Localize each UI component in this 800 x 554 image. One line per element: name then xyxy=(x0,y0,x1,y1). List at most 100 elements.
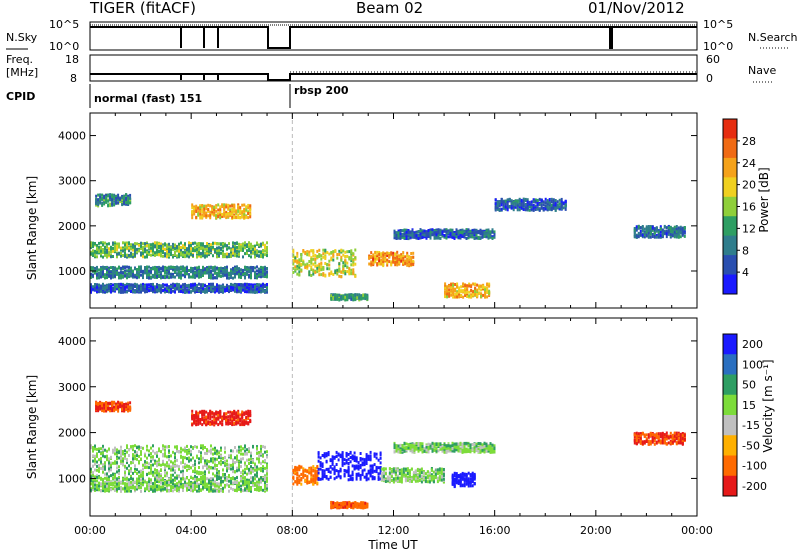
velocity-echo-region xyxy=(191,409,252,427)
velocity-colorbar-tick-label: -15 xyxy=(742,419,760,432)
freq-label-1: Freq. xyxy=(6,53,33,66)
power-echo-region xyxy=(368,250,415,268)
nsky-label: N.Sky xyxy=(6,31,38,44)
power-colorbar-swatch xyxy=(723,138,737,159)
nave-tick-top: 60 xyxy=(706,53,720,66)
velocity-colorbar: 200 100 50 15 -15 -50 -100 -200 xyxy=(722,333,767,497)
velocity-xtick-label: 04:00 xyxy=(175,524,207,537)
power-colorbar-swatch xyxy=(723,119,737,139)
velocity-colorbar-swatch xyxy=(723,475,737,497)
power-colorbar-tick-label: 8 xyxy=(742,244,749,257)
power-echo-region xyxy=(393,228,496,241)
power-colorbar: 4 8 12 16 20 24 28 xyxy=(722,118,756,295)
velocity-xtick-label: 16:00 xyxy=(479,524,511,537)
power-echo-region xyxy=(633,224,686,239)
power-colorbar-swatch xyxy=(723,216,737,237)
velocity-ytick-label: 3000 xyxy=(58,381,86,394)
velocity-echo-region xyxy=(380,467,445,484)
power-echo-region xyxy=(292,248,357,279)
velocity-echo-region xyxy=(393,441,496,454)
power-colorbar-tick-label: 16 xyxy=(742,201,756,214)
velocity-colorbar-label: Velocity [m s⁻¹] xyxy=(761,359,775,452)
velocity-xtick-label: 00:00 xyxy=(681,524,713,537)
power-echo-region xyxy=(330,293,369,302)
power-ylabel: Slant Range [km] xyxy=(25,176,39,280)
velocity-ytick-label: 4000 xyxy=(58,335,86,348)
velocity-echo-region xyxy=(90,476,268,493)
power-colorbar-tick-label: 20 xyxy=(742,179,756,192)
velocity-colorbar-tick-label: -100 xyxy=(742,460,767,473)
nsearch-tick-bottom: 10^0 xyxy=(703,40,733,53)
velocity-xtick-label: 00:00 xyxy=(74,524,106,537)
power-ytick-label: 4000 xyxy=(58,130,86,143)
velocity-xtick-label: 08:00 xyxy=(276,524,308,537)
velocity-colorbar-tick-label: 100 xyxy=(742,358,763,371)
power-colorbar-tick-label: 4 xyxy=(742,266,749,279)
nave-tick-bottom: 0 xyxy=(706,72,713,85)
power-ytick-label: 2000 xyxy=(58,220,86,233)
power-colorbar-swatch xyxy=(723,274,737,295)
freq-label-2: [MHz] xyxy=(6,66,38,79)
velocity-ytick-label: 2000 xyxy=(58,427,86,440)
power-colorbar-swatch xyxy=(723,235,737,256)
power-colorbar-tick-label: 28 xyxy=(742,135,756,148)
power-colorbar-tick-label: 12 xyxy=(742,222,756,235)
velocity-colorbar-swatch xyxy=(723,334,737,355)
velocity-echo-region xyxy=(292,464,319,486)
power-colorbar-label: Power [dB] xyxy=(757,167,771,232)
velocity-colorbar-swatch xyxy=(723,435,737,456)
power-echo-region xyxy=(444,282,491,299)
velocity-colorbar-swatch xyxy=(723,455,737,477)
velocity-colorbar-tick-label: 200 xyxy=(742,338,763,351)
nsky-trace xyxy=(90,24,697,49)
power-ytick-label: 1000 xyxy=(58,265,86,278)
nave-label: Nave xyxy=(748,64,776,77)
velocity-xtick-label: 12:00 xyxy=(378,524,410,537)
cpid-mode-1: normal (fast) 151 xyxy=(94,92,202,105)
velocity-colorbar-swatch xyxy=(723,354,737,375)
power-echo-region xyxy=(191,203,252,220)
velocity-xtick-label: 20:00 xyxy=(580,524,612,537)
velocity-echo-region xyxy=(633,431,686,446)
nsky-panel xyxy=(89,21,698,51)
velocity-colorbar-frame xyxy=(722,333,738,497)
velocity-colorbar-tick-label: 50 xyxy=(742,379,756,392)
power-colorbar-swatch xyxy=(723,157,737,178)
freq-trace xyxy=(90,71,697,81)
velocity-ytick-label: 1000 xyxy=(58,472,86,485)
freq-tick-top: 18 xyxy=(65,53,79,66)
velocity-colorbar-tick-label: 15 xyxy=(742,399,756,412)
power-echo-region xyxy=(95,193,132,208)
time-axis-label: Time UT xyxy=(367,538,418,552)
power-colorbar-tick-label: 24 xyxy=(742,157,756,170)
power-echo-layer xyxy=(90,113,686,308)
beam-title: Beam 02 xyxy=(356,0,423,17)
velocity-echo-region xyxy=(330,500,369,510)
freq-tick-bottom: 8 xyxy=(70,72,77,85)
cpid-label: CPID xyxy=(6,90,35,103)
freq-line xyxy=(90,73,697,81)
power-colorbar-swatch xyxy=(723,196,737,217)
velocity-echo-layer xyxy=(90,318,686,516)
radar-title: TIGER (fitACF) xyxy=(89,0,196,17)
velocity-colorbar-tick-label: -200 xyxy=(742,480,767,493)
nsky-tick-bottom: 10^0 xyxy=(49,40,79,53)
nsearch-tick-top: 10^5 xyxy=(703,18,733,31)
velocity-axis: 1000 2000 3000 4000 00:00 04:00 08:00 12:00 16:0… xyxy=(58,318,713,537)
velocity-colorbar-tick-label: -50 xyxy=(742,439,760,452)
power-colorbar-swatch xyxy=(723,255,737,276)
power-ytick-label: 3000 xyxy=(58,175,86,188)
velocity-ylabel: Slant Range [km] xyxy=(25,375,39,479)
power-colorbar-swatch xyxy=(723,177,737,198)
power-echo-region xyxy=(90,282,268,294)
velocity-echo-region xyxy=(95,400,132,413)
power-echo-region xyxy=(90,265,268,280)
velocity-echo-region xyxy=(90,444,268,480)
velocity-colorbar-swatch xyxy=(723,415,737,436)
nsky-line xyxy=(90,26,697,49)
date-title: 01/Nov/2012 xyxy=(588,0,685,17)
velocity-echo-region xyxy=(317,450,382,482)
velocity-colorbar-swatch xyxy=(723,374,737,396)
velocity-colorbar-swatch xyxy=(723,394,737,416)
